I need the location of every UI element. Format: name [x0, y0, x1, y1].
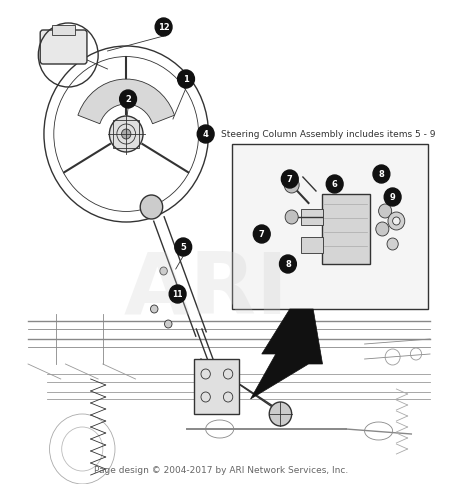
Circle shape — [172, 290, 179, 298]
Text: Page design © 2004-2017 by ARI Network Services, Inc.: Page design © 2004-2017 by ARI Network S… — [94, 466, 348, 474]
Circle shape — [280, 256, 297, 273]
Circle shape — [376, 223, 389, 237]
Text: Steering Column Assembly includes items 5 - 9: Steering Column Assembly includes items … — [220, 130, 435, 139]
Bar — [322, 195, 370, 264]
Text: 12: 12 — [158, 23, 169, 32]
Circle shape — [160, 268, 167, 275]
FancyBboxPatch shape — [40, 31, 87, 65]
Text: 9: 9 — [390, 193, 395, 202]
Text: 8: 8 — [285, 260, 291, 269]
Circle shape — [326, 176, 343, 194]
Bar — [232, 145, 428, 309]
Bar — [113, 121, 139, 149]
Circle shape — [197, 126, 214, 144]
Circle shape — [254, 226, 270, 243]
Text: 2: 2 — [125, 95, 131, 104]
Circle shape — [285, 211, 298, 225]
Text: 6: 6 — [332, 180, 338, 189]
Circle shape — [169, 286, 186, 303]
Circle shape — [284, 178, 299, 194]
Text: ARI: ARI — [123, 248, 288, 331]
Circle shape — [109, 117, 143, 152]
Polygon shape — [78, 80, 175, 124]
Bar — [301, 238, 324, 254]
Text: 5: 5 — [180, 243, 186, 252]
Bar — [194, 359, 239, 414]
Text: 1: 1 — [183, 76, 189, 84]
Bar — [53, 26, 75, 36]
Circle shape — [387, 239, 398, 251]
Circle shape — [140, 196, 163, 220]
Circle shape — [373, 166, 390, 183]
Text: 8: 8 — [378, 170, 384, 179]
Polygon shape — [251, 309, 323, 399]
Circle shape — [165, 320, 172, 328]
Circle shape — [155, 19, 172, 37]
Circle shape — [122, 130, 131, 140]
Text: 11: 11 — [172, 290, 183, 299]
Circle shape — [378, 205, 392, 219]
Circle shape — [120, 91, 137, 109]
Text: 7: 7 — [287, 175, 293, 184]
Circle shape — [384, 189, 401, 207]
Circle shape — [393, 217, 400, 226]
Circle shape — [175, 239, 192, 257]
Circle shape — [388, 212, 405, 230]
Circle shape — [269, 402, 292, 426]
Text: 7: 7 — [259, 230, 264, 239]
Circle shape — [281, 171, 298, 189]
Circle shape — [150, 305, 158, 313]
Bar — [301, 210, 324, 226]
Text: 4: 4 — [203, 130, 209, 139]
Circle shape — [178, 71, 194, 89]
